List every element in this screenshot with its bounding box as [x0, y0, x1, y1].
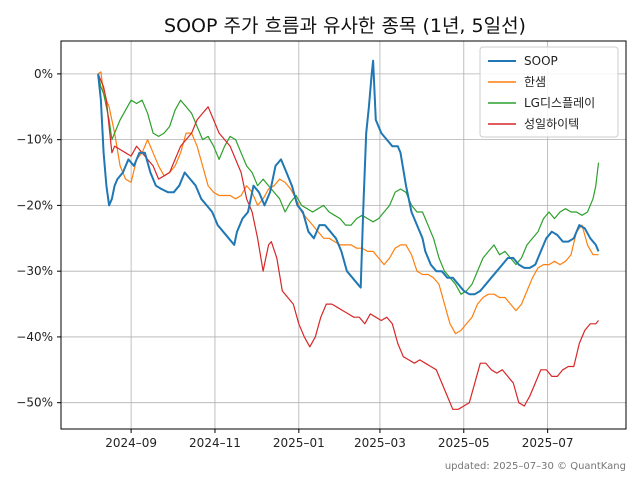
series-layer: [97, 59, 600, 410]
x-tick-label: 2025–01: [273, 436, 325, 450]
x-tick-label: 2025–05: [438, 436, 490, 450]
series-line-2: [97, 71, 599, 335]
series-line-1: [97, 59, 600, 296]
y-tick-label: −30%: [16, 264, 53, 278]
y-tick-label: −40%: [16, 330, 53, 344]
y-tick-label: −10%: [16, 133, 53, 147]
legend-label: LG디스플레이: [524, 96, 595, 110]
legend-label: SOOP: [524, 54, 558, 68]
chart-title: SOOP 주가 흐름과 유사한 종목 (1년, 5일선): [164, 15, 526, 37]
footer-credit: updated: 2025–07–30 © QuantKang: [444, 461, 626, 472]
legend-box: [479, 46, 619, 138]
y-tick-label: −20%: [16, 198, 53, 212]
series-line-4: [97, 73, 599, 410]
legend-label: 한샘: [524, 75, 546, 89]
y-tick-label: 0%: [34, 67, 53, 81]
legend-label: 성일하이텍: [524, 117, 579, 131]
x-tick-label: 2024–09: [105, 436, 157, 450]
ticks: 0% −10% −20% −30% −40% −50% 2024–09 2024–11 2025…: [16, 67, 573, 450]
plot-frame: [60, 40, 627, 430]
x-tick-label: 2025–07: [522, 436, 574, 450]
x-tick-label: 2025–03: [354, 436, 406, 450]
y-tick-label: −50%: [16, 396, 53, 410]
x-tick-label: 2024–11: [189, 436, 241, 450]
